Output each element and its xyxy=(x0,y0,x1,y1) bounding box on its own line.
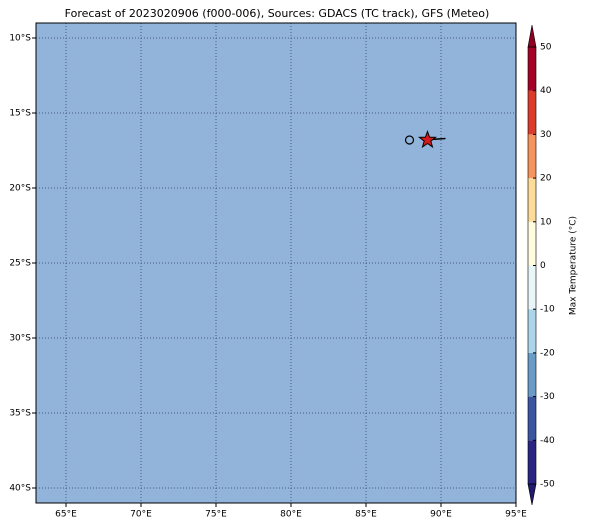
colorbar-tick-label: 10 xyxy=(540,217,552,227)
colorbar-band xyxy=(528,134,536,179)
colorbar-tick-label: 40 xyxy=(540,86,552,96)
current-position xyxy=(418,130,437,149)
x-tick-label: 75°E xyxy=(205,510,227,520)
y-tick-label: 40°S xyxy=(9,484,31,494)
colorbar-label: Max Temperature (°C) xyxy=(569,216,579,315)
y-tick-label: 30°S xyxy=(9,334,31,344)
colorbar-tick-label: 50 xyxy=(540,43,552,53)
colorbar-tick-label: 0 xyxy=(540,261,546,271)
y-tick-label: 20°S xyxy=(9,184,31,194)
colorbar-band xyxy=(528,47,536,91)
x-tick-label: 70°E xyxy=(130,510,152,520)
y-tick-label: 15°S xyxy=(9,109,31,119)
colorbar-band xyxy=(528,221,536,266)
x-tick-label: 80°E xyxy=(280,510,302,520)
colorbar-tick-label: -40 xyxy=(540,436,555,446)
map-frame xyxy=(35,22,517,504)
y-tick-label: 35°S xyxy=(9,409,31,419)
x-tick-label: 65°E xyxy=(55,510,77,520)
colorbar-band xyxy=(528,90,536,135)
colorbar-band xyxy=(528,309,536,353)
colorbar-tick-label: -20 xyxy=(540,348,555,358)
colorbar-band xyxy=(528,396,536,441)
colorbar-tick-label: 20 xyxy=(540,174,552,184)
x-tick-label: 95°E xyxy=(505,510,527,520)
colorbar-tick-label: -50 xyxy=(540,480,555,490)
x-tick-label: 90°E xyxy=(430,510,452,520)
colorbar-extend-high xyxy=(527,24,537,48)
colorbar-tick-label: -30 xyxy=(540,392,555,402)
colorbar-band xyxy=(528,352,536,397)
colorbar-band xyxy=(528,265,536,310)
chart-title: Forecast of 2023020906 (f000-006), Sourc… xyxy=(65,7,490,20)
colorbar-extend-low xyxy=(527,483,537,506)
y-tick-label: 25°S xyxy=(9,259,31,269)
y-tick-label: 10°S xyxy=(9,34,31,44)
colorbar-band xyxy=(528,440,536,484)
colorbar-tick-label: -10 xyxy=(540,305,555,315)
x-tick-label: 85°E xyxy=(355,510,377,520)
colorbar-tick-label: 30 xyxy=(540,130,552,140)
past-position xyxy=(404,135,415,145)
colorbar-band xyxy=(528,178,536,222)
